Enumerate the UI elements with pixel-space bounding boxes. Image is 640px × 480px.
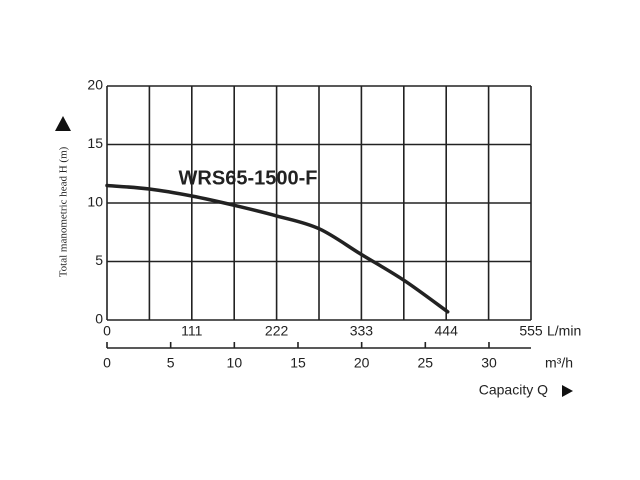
x-tick-label: 111 [181,323,202,339]
pump-curve [105,183,450,314]
x2-tick-label: 15 [290,355,306,371]
x2-tick-label: 30 [481,355,497,371]
x-tick-label: 222 [265,323,289,339]
y-tick-label: 5 [95,252,103,268]
x-arrow [562,385,573,397]
x2-unit: m³/h [545,355,573,371]
x-tick-label: 555 [519,323,543,339]
y-axis-label: Total manometric head H (m) [58,146,70,277]
x-tick-label: 0 [103,323,111,339]
y-tick-label: 20 [87,77,103,93]
x2-tick-label: 20 [354,355,370,371]
x2-tick-label: 25 [418,355,434,371]
x-tick-label: 333 [350,323,374,339]
x-tick-label: 444 [435,323,459,339]
y-arrow [55,116,71,131]
y-tick-label: 15 [87,135,103,151]
chart-title: WRS65-1500-F [179,167,318,189]
x2-tick-label: 5 [167,355,175,371]
x2-tick-label: 10 [227,355,243,371]
x-unit: L/min [547,323,581,339]
x2-tick-label: 0 [103,355,111,371]
x-axis-label: Capacity Q [479,382,548,398]
y-tick-label: 0 [95,311,103,327]
y-tick-label: 10 [87,194,103,210]
